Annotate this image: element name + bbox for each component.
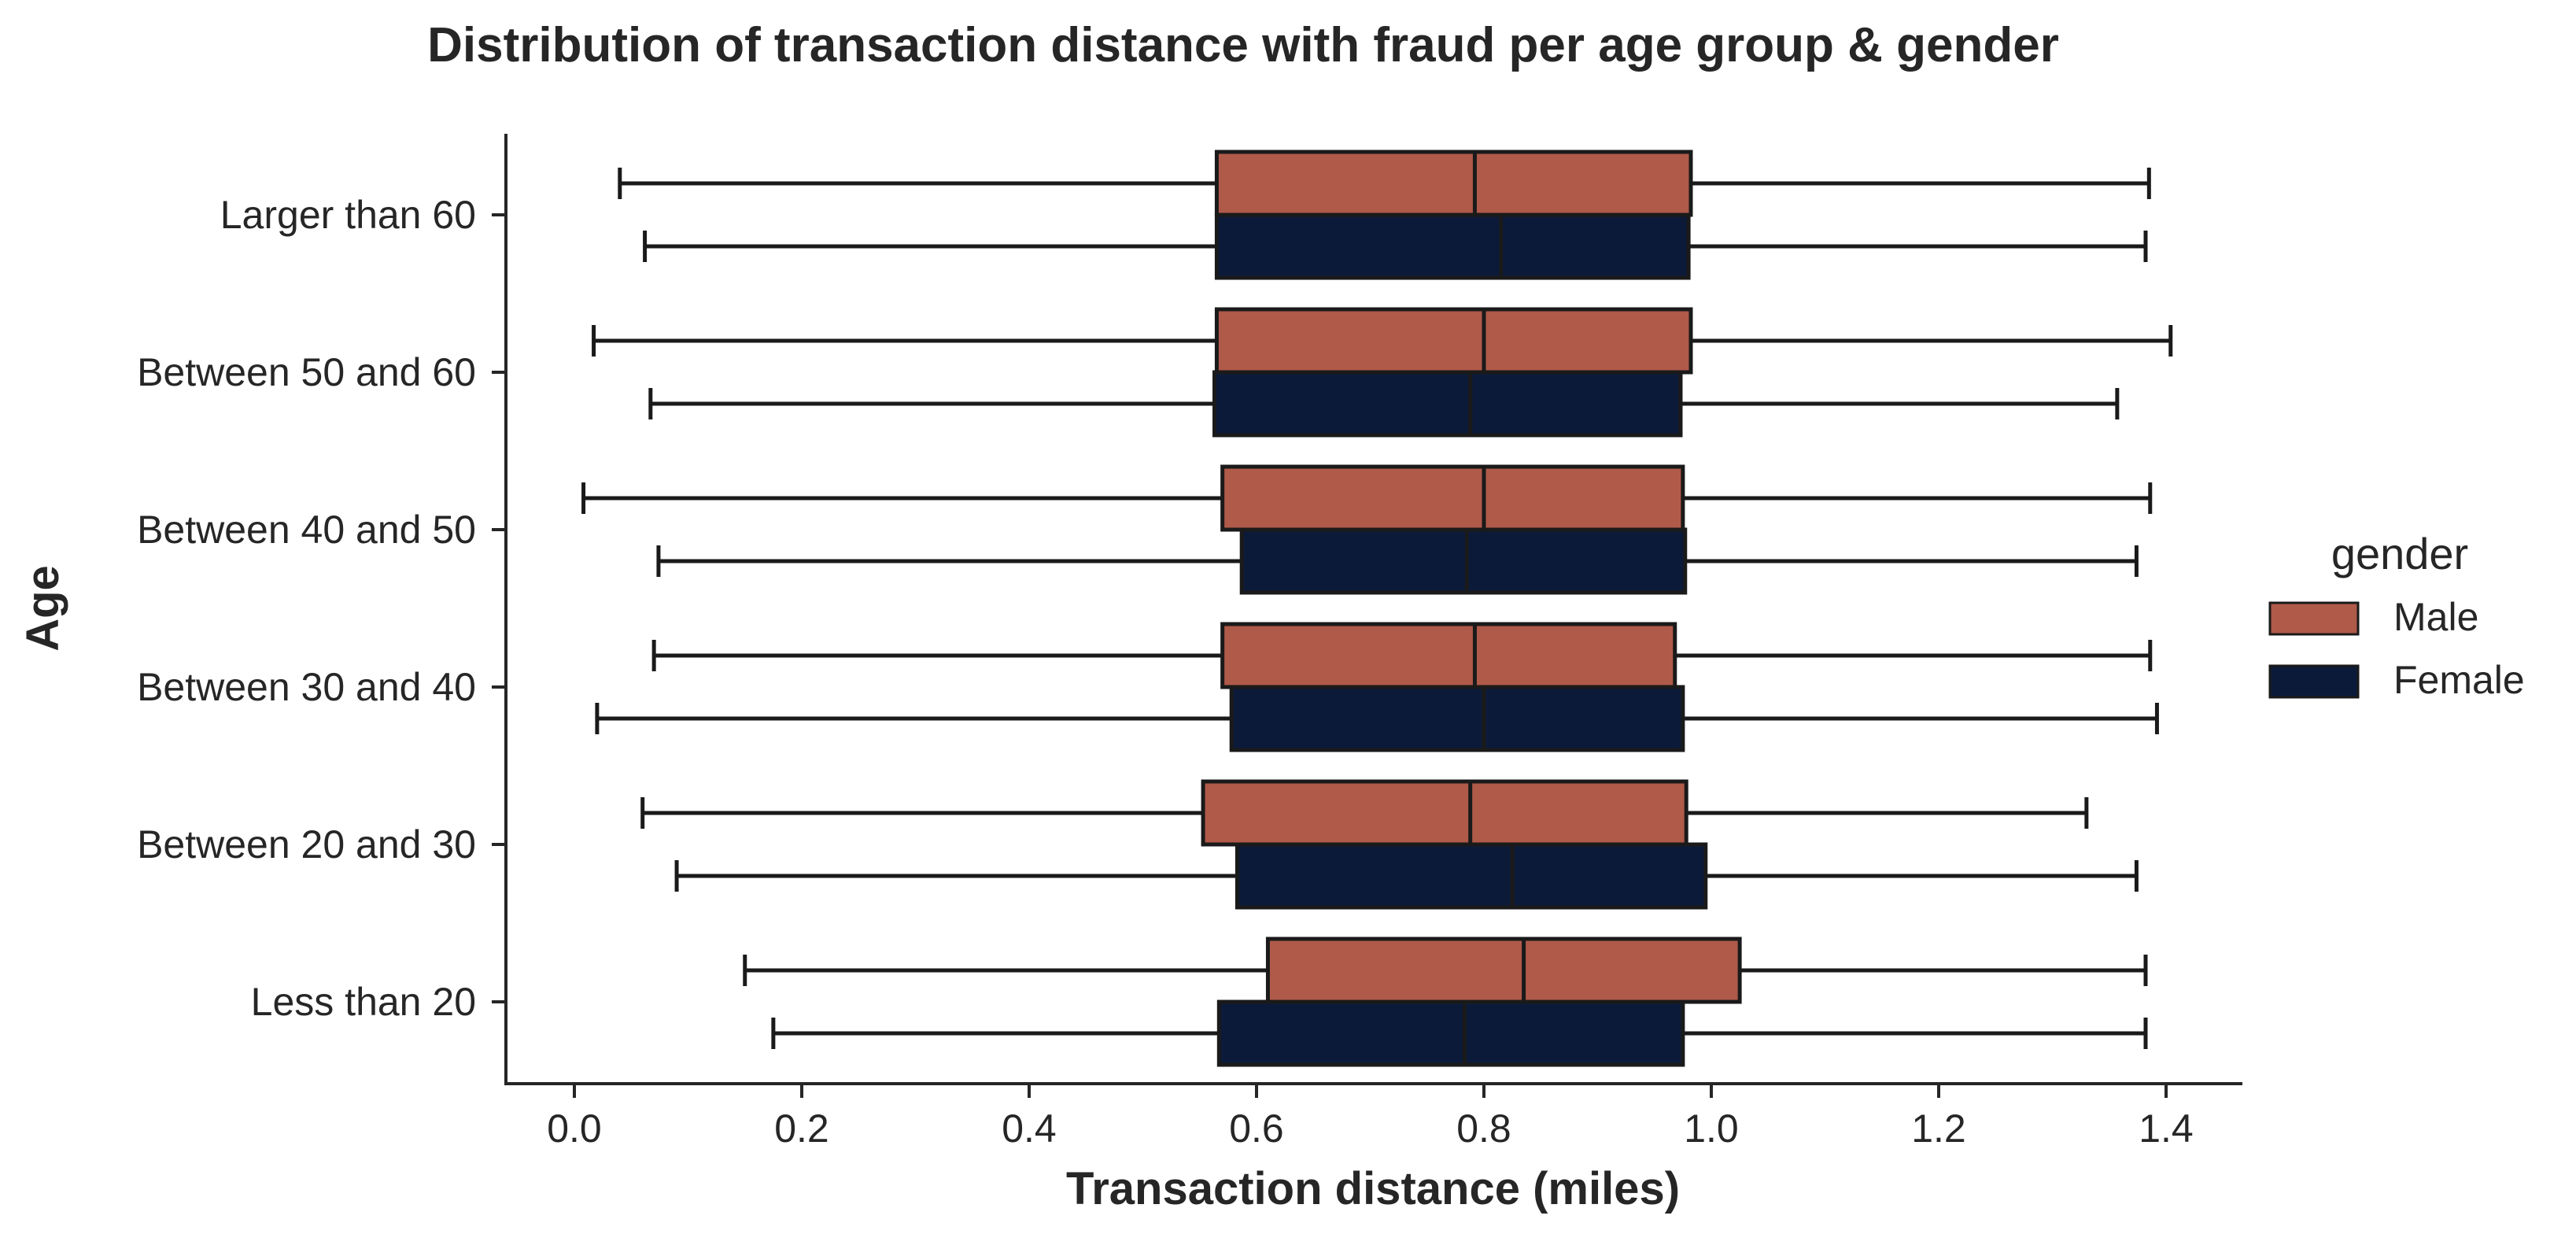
- box-larger-than-60-male: [618, 150, 2151, 217]
- y-tick-label: Between 50 and 60: [137, 350, 476, 394]
- legend-label: Male: [2393, 595, 2478, 639]
- plot-area: [581, 150, 2173, 1067]
- box-iqr: [1216, 999, 1685, 1067]
- legend-title: gender: [2331, 529, 2468, 578]
- y-tick-label: Between 20 and 30: [137, 822, 476, 866]
- x-tick-label: 0.4: [1002, 1107, 1057, 1151]
- box-iqr: [1214, 150, 1693, 217]
- box-iqr: [1220, 622, 1677, 689]
- box-between-30-and-40-male: [651, 622, 2153, 689]
- box-less-than-20-male: [743, 937, 2148, 1004]
- box-between-40-and-50-female: [656, 527, 2139, 595]
- y-axis-title: Age: [17, 565, 68, 652]
- x-tick-label: 0.8: [1456, 1107, 1511, 1151]
- x-tick-label: 0.2: [774, 1107, 829, 1151]
- x-tick-label: 1.2: [1911, 1107, 1966, 1151]
- box-iqr: [1220, 464, 1685, 532]
- box-between-20-and-30-male: [640, 779, 2089, 847]
- legend-swatch: [2268, 664, 2360, 699]
- x-tick-label: 0.6: [1229, 1107, 1284, 1151]
- box-iqr: [1214, 307, 1693, 375]
- box-iqr: [1265, 937, 1742, 1004]
- x-axis-title: Transaction distance (miles): [1066, 1163, 1680, 1214]
- x-tick-label: 1.4: [2139, 1107, 2194, 1151]
- box-larger-than-60-female: [643, 212, 2148, 280]
- legend-swatch: [2268, 601, 2360, 636]
- chart-title: Distribution of transaction distance wit…: [427, 18, 2059, 72]
- box-between-40-and-50-male: [581, 464, 2153, 532]
- box-between-50-and-60-female: [648, 370, 2120, 438]
- y-tick-label: Between 40 and 50: [137, 508, 476, 552]
- y-tick-label: Less than 20: [251, 980, 476, 1024]
- box-between-50-and-60-male: [592, 307, 2173, 375]
- box-iqr: [1229, 685, 1685, 752]
- y-tick-label: Between 30 and 40: [137, 665, 476, 709]
- box-between-20-and-30-female: [674, 842, 2139, 910]
- box-between-30-and-40-female: [595, 685, 2159, 752]
- legend-label: Female: [2393, 658, 2525, 702]
- y-ticks: Larger than 60 Between 50 and 60 Between 4…: [137, 193, 506, 1024]
- x-tick-label: 0.0: [547, 1107, 602, 1151]
- box-iqr: [1214, 212, 1691, 280]
- box-iqr: [1239, 527, 1688, 595]
- x-ticks: 0.0 0.2 0.4 0.6 0.8 1.0 1.2 1.4: [547, 1084, 2194, 1151]
- x-tick-label: 1.0: [1684, 1107, 1739, 1151]
- legend-item-male: Male: [2268, 595, 2478, 639]
- legend: gender Male Female: [2268, 529, 2525, 702]
- box-less-than-20-female: [771, 999, 2148, 1067]
- box-iqr: [1234, 842, 1708, 910]
- axes: [504, 134, 2242, 1085]
- box-iqr: [1201, 779, 1688, 847]
- y-tick-label: Larger than 60: [220, 193, 476, 237]
- box-iqr: [1212, 370, 1683, 438]
- legend-item-female: Female: [2268, 658, 2525, 702]
